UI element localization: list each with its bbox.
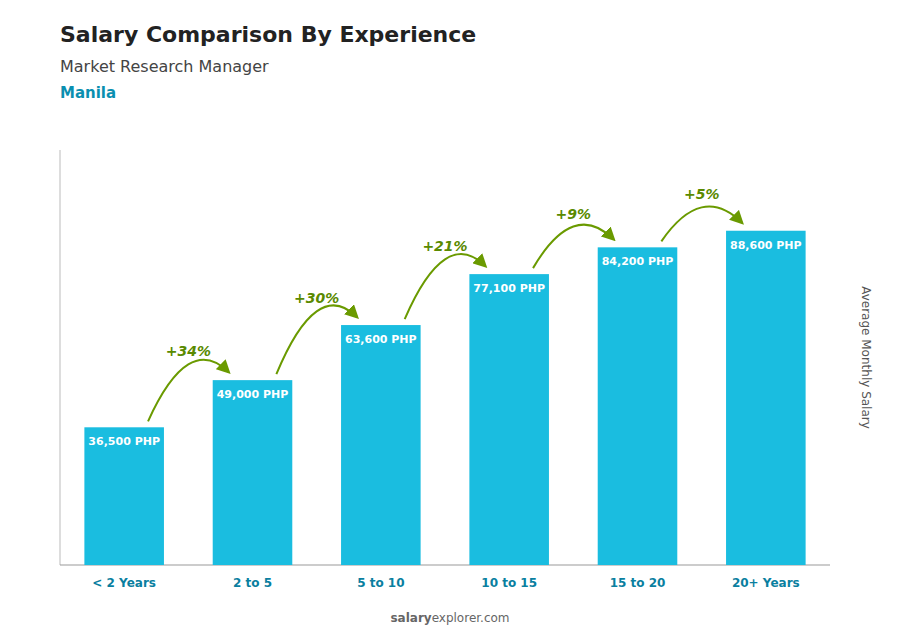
bar: [213, 380, 293, 565]
x-tick-label: 2 to 5: [233, 576, 272, 590]
data-label: 36,500 PHP: [88, 435, 160, 448]
y-axis-label: Average Monthly Salary: [859, 286, 873, 429]
change-label: +5%: [684, 186, 720, 202]
bar: [726, 231, 806, 565]
x-tick-label: 15 to 20: [610, 576, 666, 590]
subtitle: Market Research Manager: [60, 57, 269, 76]
data-label: 49,000 PHP: [217, 388, 289, 401]
x-tick-label: 10 to 15: [481, 576, 537, 590]
bars: [84, 231, 805, 565]
y-axis-line: [60, 150, 61, 565]
change-label: +30%: [294, 290, 339, 306]
change-label: +9%: [556, 206, 592, 222]
data-label: 84,200 PHP: [602, 255, 674, 268]
bar: [469, 274, 549, 565]
data-label: 88,600 PHP: [730, 239, 802, 252]
data-label: 63,600 PHP: [345, 333, 417, 346]
change-label: +34%: [166, 343, 211, 359]
city: Manila: [60, 84, 116, 102]
watermark: salaryexplorer.com: [390, 611, 509, 625]
title: Salary Comparison By Experience: [60, 22, 476, 47]
change-arrow: [405, 254, 486, 319]
change-label: +21%: [422, 238, 467, 254]
watermark-normal: explorer.com: [432, 611, 510, 625]
x-tick-label: 20+ Years: [732, 576, 800, 590]
change-arrow: [276, 305, 357, 374]
bar: [84, 427, 164, 565]
change-arrow: [533, 225, 614, 268]
watermark-bold: salary: [390, 611, 431, 625]
x-axis-line: [60, 565, 830, 566]
bar: [341, 325, 421, 565]
x-tick-label: 5 to 10: [357, 576, 404, 590]
change-arrow: [661, 207, 742, 242]
chart: Salary Comparison By Experience Market Re…: [0, 0, 900, 641]
x-tick-label: < 2 Years: [92, 576, 156, 590]
change-arrow: [148, 360, 229, 422]
bar: [598, 247, 678, 565]
data-label: 77,100 PHP: [473, 282, 545, 295]
